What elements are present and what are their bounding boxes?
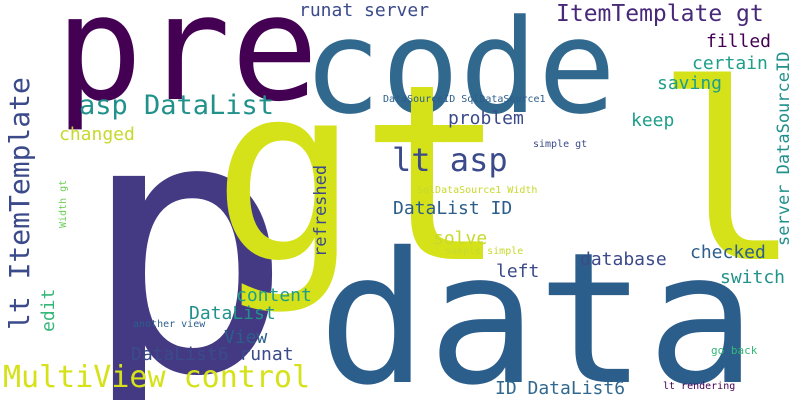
word-left: left <box>496 263 539 281</box>
word-sample-simple: sample simple <box>445 247 523 257</box>
word-asp-datalist: asp DataList <box>79 92 274 119</box>
word-another-view: another view <box>133 320 205 330</box>
word-problem: problem <box>448 110 524 128</box>
word-refreshed: refreshed <box>313 165 330 257</box>
word-keep: keep <box>631 112 674 130</box>
word-checked: checked <box>690 244 766 262</box>
word-multiview-control: MultiView control <box>3 363 310 393</box>
word-lt-asp: lt asp <box>392 144 508 176</box>
word-edit: edit <box>40 289 58 332</box>
word-sqldatasource1-width: SqlDataSource1 Width <box>417 186 537 196</box>
word-width-gt: Width gt <box>59 180 69 228</box>
word-certain: certain <box>692 55 768 73</box>
word-lt-rendering: lt rendering <box>663 382 735 392</box>
word-server-datasourceid: server DataSourceID <box>776 52 793 246</box>
word-lt-itemtemplate: lt ItemTemplate <box>6 77 34 330</box>
word-changed: changed <box>59 126 135 144</box>
word-datasourceid-sqldatasource1: DataSourceID SqlDataSource1 <box>383 95 546 105</box>
word-database: database <box>580 251 667 269</box>
word-filled: filled <box>706 33 771 51</box>
word-go-back: go back <box>711 345 757 356</box>
word-switch: switch <box>720 269 785 287</box>
word-id-datalist6: ID DataList6 <box>495 380 625 398</box>
word-datalist-id: DataList ID <box>393 200 512 218</box>
word-itemtemplate-gt: ItemTemplate gt <box>556 3 764 26</box>
word-runat-server: runat server <box>299 2 429 20</box>
word-saving: saving <box>657 75 722 93</box>
word-simple-gt: simple gt <box>533 140 587 150</box>
word-datalist6-runat: DataList6 runat <box>131 346 294 364</box>
